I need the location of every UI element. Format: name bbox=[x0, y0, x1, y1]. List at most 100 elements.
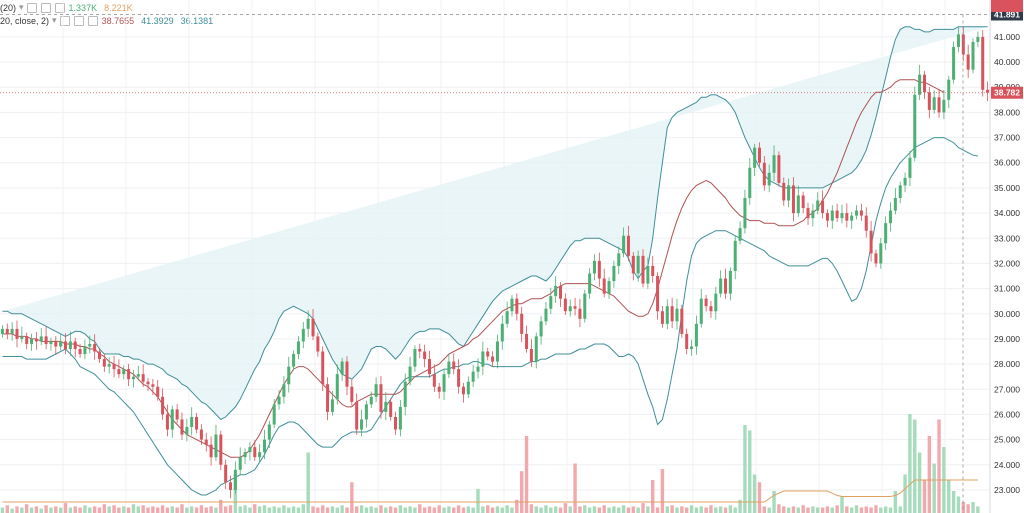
volume-bar bbox=[728, 505, 733, 513]
candle-body bbox=[44, 336, 48, 344]
volume-value-2: 8.221K bbox=[104, 2, 133, 13]
candle-body bbox=[850, 215, 854, 221]
volume-bar bbox=[563, 503, 568, 513]
volume-bar bbox=[791, 506, 796, 513]
volume-bar bbox=[374, 507, 378, 513]
candle-body bbox=[714, 293, 718, 312]
volume-bar bbox=[811, 506, 815, 513]
volume-bar bbox=[782, 506, 786, 513]
candle-body bbox=[117, 369, 121, 375]
chevron-down-icon[interactable]: ▾ bbox=[19, 2, 24, 12]
candle-body bbox=[321, 351, 325, 385]
volume-bar bbox=[879, 507, 883, 513]
volume-bar bbox=[665, 506, 669, 513]
candle-body bbox=[656, 276, 660, 312]
volume-bar bbox=[10, 508, 14, 513]
volume-bar bbox=[786, 507, 791, 513]
candle-body bbox=[966, 54, 970, 70]
volume-bar bbox=[364, 507, 369, 513]
volume-bar bbox=[646, 506, 650, 513]
volume-bar bbox=[539, 507, 543, 513]
candle-body bbox=[311, 318, 315, 337]
volume-bar bbox=[573, 463, 577, 513]
candle-body bbox=[413, 348, 417, 367]
volume-bar bbox=[806, 507, 810, 513]
crosshair-price-label: 41.891 bbox=[994, 9, 1020, 19]
volume-bar bbox=[359, 505, 364, 513]
candle-body bbox=[408, 366, 412, 382]
candle-body bbox=[835, 210, 839, 219]
volume-bar bbox=[228, 505, 233, 513]
bollinger-basis-value: 38.7655 bbox=[101, 15, 135, 26]
volume-bar bbox=[461, 507, 466, 513]
candle-body bbox=[622, 235, 626, 254]
volume-bar bbox=[854, 505, 859, 513]
candle-body bbox=[685, 333, 689, 349]
candle-body bbox=[238, 457, 242, 470]
volume-bars bbox=[0, 414, 980, 513]
candles bbox=[0, 26, 990, 499]
volume-bar bbox=[131, 504, 136, 513]
eye-icon[interactable] bbox=[59, 15, 70, 26]
volume-bar bbox=[335, 507, 339, 513]
volume-bar bbox=[636, 507, 640, 513]
volume-bar bbox=[306, 452, 310, 513]
volume-bar bbox=[20, 507, 24, 513]
volume-bar bbox=[825, 506, 830, 513]
volume-bar bbox=[859, 507, 864, 513]
candle-body bbox=[690, 346, 694, 349]
volume-bar bbox=[350, 482, 354, 513]
candle-body bbox=[258, 452, 262, 458]
price-tick-label: 27.000 bbox=[994, 384, 1020, 394]
eye-icon[interactable] bbox=[26, 2, 37, 13]
close-icon[interactable] bbox=[54, 2, 65, 13]
candle-body bbox=[146, 381, 150, 385]
chevron-down-icon[interactable]: ▾ bbox=[52, 15, 57, 25]
candle-body bbox=[525, 333, 529, 349]
volume-bar bbox=[830, 507, 834, 513]
volume-bar bbox=[403, 507, 407, 513]
candle-body bbox=[534, 336, 538, 362]
candle-body bbox=[25, 336, 29, 344]
volume-bar bbox=[869, 507, 873, 513]
volume-bar bbox=[835, 505, 839, 513]
volume-bar bbox=[146, 507, 150, 513]
candle-body bbox=[922, 74, 926, 93]
volume-bar bbox=[927, 436, 932, 513]
volume-bar bbox=[631, 506, 636, 513]
settings-icon[interactable] bbox=[73, 15, 84, 26]
candle-body bbox=[165, 414, 169, 430]
candle-body bbox=[224, 464, 228, 483]
candle-body bbox=[636, 255, 640, 274]
candle-body bbox=[952, 46, 956, 80]
volume-bar bbox=[505, 505, 509, 513]
volume-bar bbox=[223, 506, 228, 513]
bollinger-legend-label: 20, close, 2) bbox=[0, 15, 50, 26]
candle-body bbox=[427, 359, 431, 375]
candle-body bbox=[345, 361, 349, 387]
candle-body bbox=[262, 439, 266, 453]
candle-body bbox=[918, 74, 922, 95]
volume-bar bbox=[384, 507, 388, 513]
volume-bar bbox=[0, 507, 5, 513]
volume-bar bbox=[54, 506, 58, 513]
candle-body bbox=[782, 182, 786, 201]
volume-bar bbox=[185, 507, 189, 513]
candle-body bbox=[156, 386, 160, 397]
volume-bar bbox=[583, 505, 587, 513]
volume-bar bbox=[534, 506, 538, 513]
candle-body bbox=[49, 341, 53, 344]
volume-bar bbox=[801, 505, 805, 513]
volume-bar bbox=[908, 414, 912, 513]
volume-bar bbox=[413, 507, 417, 513]
volume-bar bbox=[476, 488, 480, 513]
volume-bar bbox=[97, 507, 102, 513]
close-icon[interactable] bbox=[87, 15, 98, 26]
volume-bar bbox=[694, 507, 699, 513]
volume-bar bbox=[437, 505, 441, 513]
settings-icon[interactable] bbox=[40, 2, 51, 13]
candle-body bbox=[83, 346, 87, 355]
candle-body bbox=[287, 366, 291, 385]
candle-body bbox=[418, 348, 422, 352]
